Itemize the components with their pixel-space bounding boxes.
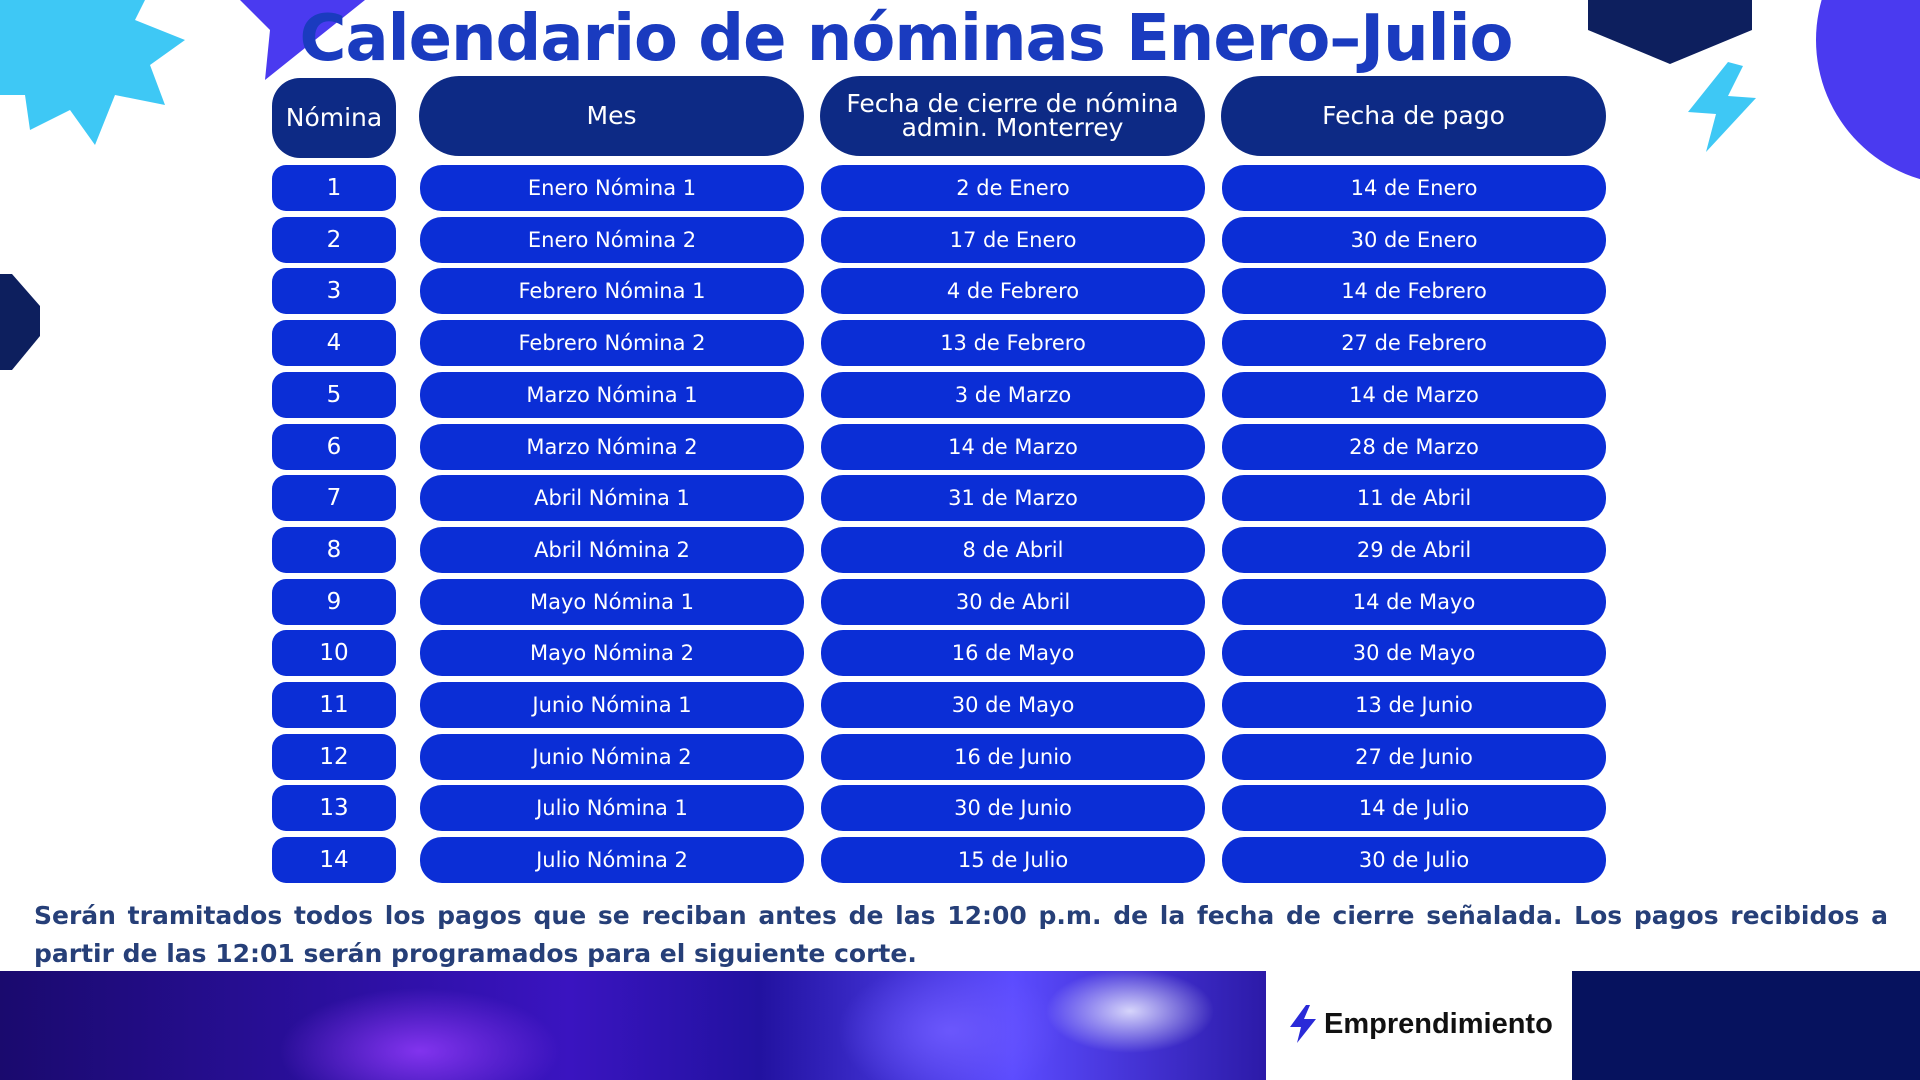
cell-mes: Marzo Nómina 2 <box>420 424 804 470</box>
cell-cierre: 4 de Febrero <box>821 268 1205 314</box>
cell-mes: Julio Nómina 1 <box>420 785 804 831</box>
cell-pago: 27 de Febrero <box>1222 320 1606 366</box>
cell-pago: 30 de Mayo <box>1222 630 1606 676</box>
cell-pago: 14 de Julio <box>1222 785 1606 831</box>
cell-cierre: 13 de Febrero <box>821 320 1205 366</box>
navy-hexagon-decoration <box>1588 0 1752 64</box>
cell-cierre: 16 de Mayo <box>821 630 1205 676</box>
page-title: Calendario de nóminas Enero–Julio <box>299 2 1513 76</box>
cell-cierre: 30 de Junio <box>821 785 1205 831</box>
footer-brand-area <box>1266 971 1572 1080</box>
cell-cierre: 3 de Marzo <box>821 372 1205 418</box>
cell-nomina: 12 <box>272 734 396 780</box>
lightning-bolt-icon <box>1290 1005 1316 1043</box>
cell-pago: 14 de Enero <box>1222 165 1606 211</box>
cell-nomina: 9 <box>272 579 396 625</box>
cell-cierre: 16 de Junio <box>821 734 1205 780</box>
cell-cierre: 14 de Marzo <box>821 424 1205 470</box>
cell-nomina: 10 <box>272 630 396 676</box>
cyan-lightning-decoration <box>1688 62 1756 152</box>
cell-nomina: 7 <box>272 475 396 521</box>
cell-mes: Febrero Nómina 2 <box>420 320 804 366</box>
cell-nomina: 4 <box>272 320 396 366</box>
cell-nomina: 6 <box>272 424 396 470</box>
cell-cierre: 15 de Julio <box>821 837 1205 883</box>
cell-mes: Enero Nómina 1 <box>420 165 804 211</box>
header-mes: Mes <box>419 76 804 156</box>
cyan-starburst-decoration <box>0 0 185 145</box>
cell-cierre: 8 de Abril <box>821 527 1205 573</box>
cell-nomina: 2 <box>272 217 396 263</box>
cell-nomina: 14 <box>272 837 396 883</box>
cell-nomina: 1 <box>272 165 396 211</box>
cell-nomina: 5 <box>272 372 396 418</box>
cell-cierre: 17 de Enero <box>821 217 1205 263</box>
cell-pago: 29 de Abril <box>1222 527 1606 573</box>
cell-pago: 11 de Abril <box>1222 475 1606 521</box>
cell-cierre: 30 de Abril <box>821 579 1205 625</box>
payment-note: Serán tramitados todos los pagos que se … <box>34 901 1888 968</box>
footer-dark-panel <box>1572 971 1920 1080</box>
footer-abstract-image <box>0 971 1266 1080</box>
navy-side-shape-decoration <box>0 274 40 370</box>
cell-mes: Enero Nómina 2 <box>420 217 804 263</box>
cell-mes: Marzo Nómina 1 <box>420 372 804 418</box>
cell-pago: 30 de Enero <box>1222 217 1606 263</box>
cell-pago: 14 de Marzo <box>1222 372 1606 418</box>
cell-nomina: 11 <box>272 682 396 728</box>
cell-pago: 28 de Marzo <box>1222 424 1606 470</box>
cell-mes: Mayo Nómina 2 <box>420 630 804 676</box>
purple-circle-decoration <box>1816 0 1920 180</box>
cell-pago: 30 de Julio <box>1222 837 1606 883</box>
cell-pago: 27 de Junio <box>1222 734 1606 780</box>
header-nomina: Nómina <box>272 78 396 158</box>
cell-cierre: 31 de Marzo <box>821 475 1205 521</box>
cell-cierre: 30 de Mayo <box>821 682 1205 728</box>
cell-mes: Junio Nómina 2 <box>420 734 804 780</box>
cell-mes: Julio Nómina 2 <box>420 837 804 883</box>
cell-cierre: 2 de Enero <box>821 165 1205 211</box>
header-cierre: Fecha de cierre de nómina admin. Monterr… <box>820 76 1205 156</box>
cell-mes: Febrero Nómina 1 <box>420 268 804 314</box>
cell-pago: 13 de Junio <box>1222 682 1606 728</box>
cell-mes: Abril Nómina 1 <box>420 475 804 521</box>
brand-name: Emprendimiento <box>1324 1007 1553 1040</box>
header-pago: Fecha de pago <box>1221 76 1606 156</box>
cell-nomina: 13 <box>272 785 396 831</box>
brand-logo: Emprendimiento <box>1290 1005 1553 1043</box>
cell-mes: Mayo Nómina 1 <box>420 579 804 625</box>
purple-triangle-decoration <box>240 0 365 80</box>
cell-pago: 14 de Febrero <box>1222 268 1606 314</box>
cell-pago: 14 de Mayo <box>1222 579 1606 625</box>
cell-nomina: 8 <box>272 527 396 573</box>
cell-mes: Abril Nómina 2 <box>420 527 804 573</box>
cell-mes: Junio Nómina 1 <box>420 682 804 728</box>
cell-nomina: 3 <box>272 268 396 314</box>
